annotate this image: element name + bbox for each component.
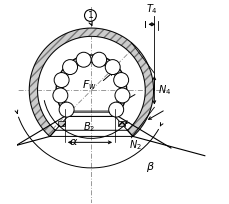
Circle shape: [53, 88, 68, 103]
Text: $\alpha$: $\alpha$: [69, 137, 78, 147]
Text: 1: 1: [87, 11, 93, 20]
Text: $T_4$: $T_4$: [145, 3, 157, 17]
Text: $N_2$: $N_2$: [128, 138, 141, 152]
Circle shape: [76, 52, 91, 67]
Circle shape: [54, 73, 69, 88]
Text: $N_4$: $N_4$: [157, 83, 170, 97]
Bar: [117, 121, 124, 126]
Polygon shape: [56, 55, 126, 116]
Text: $B_2$: $B_2$: [83, 121, 95, 134]
Text: $F_w$: $F_w$: [82, 78, 96, 92]
Circle shape: [114, 88, 129, 103]
Bar: [58, 121, 65, 126]
Circle shape: [105, 60, 120, 74]
Circle shape: [108, 102, 123, 117]
Circle shape: [59, 102, 74, 117]
Circle shape: [91, 52, 106, 67]
Circle shape: [113, 73, 128, 88]
Text: $\beta$: $\beta$: [145, 160, 154, 174]
Circle shape: [62, 60, 77, 74]
Polygon shape: [29, 28, 153, 136]
Polygon shape: [56, 55, 126, 116]
